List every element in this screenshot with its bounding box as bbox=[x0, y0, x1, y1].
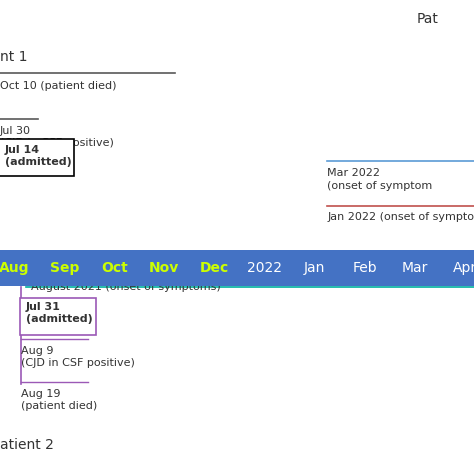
Text: Mar 2022
(onset of symptom: Mar 2022 (onset of symptom bbox=[327, 168, 432, 191]
Text: Jul 30
(CJD in CSF positive): Jul 30 (CJD in CSF positive) bbox=[0, 126, 114, 148]
Text: Sep: Sep bbox=[50, 261, 79, 275]
FancyBboxPatch shape bbox=[20, 298, 96, 335]
Text: nt 1: nt 1 bbox=[0, 50, 27, 64]
Text: Dec: Dec bbox=[200, 261, 229, 275]
Text: 2022: 2022 bbox=[247, 261, 282, 275]
Text: Jul 14
(admitted): Jul 14 (admitted) bbox=[5, 145, 72, 167]
Text: Mar: Mar bbox=[401, 261, 428, 275]
Text: Oct: Oct bbox=[101, 261, 128, 275]
Text: Feb: Feb bbox=[352, 261, 377, 275]
Text: Apr: Apr bbox=[453, 261, 474, 275]
Text: Nov: Nov bbox=[149, 261, 180, 275]
Text: atient 2: atient 2 bbox=[0, 438, 54, 453]
Text: Pat: Pat bbox=[417, 12, 439, 26]
Text: Jan 2022 (onset of symptoms): Jan 2022 (onset of symptoms) bbox=[327, 212, 474, 222]
Text: August 2021 (onset of symptoms): August 2021 (onset of symptoms) bbox=[31, 282, 220, 292]
Text: Aug 9
(CJD in CSF positive): Aug 9 (CJD in CSF positive) bbox=[21, 346, 135, 368]
Text: Aug: Aug bbox=[0, 261, 29, 275]
Text: Oct 10 (patient died): Oct 10 (patient died) bbox=[0, 81, 117, 91]
Bar bbox=[0, 250, 474, 285]
Text: Aug 19
(patient died): Aug 19 (patient died) bbox=[21, 389, 98, 411]
FancyBboxPatch shape bbox=[0, 139, 74, 176]
Text: Jul 31
(admitted): Jul 31 (admitted) bbox=[26, 302, 93, 324]
Text: Jan: Jan bbox=[304, 261, 325, 275]
